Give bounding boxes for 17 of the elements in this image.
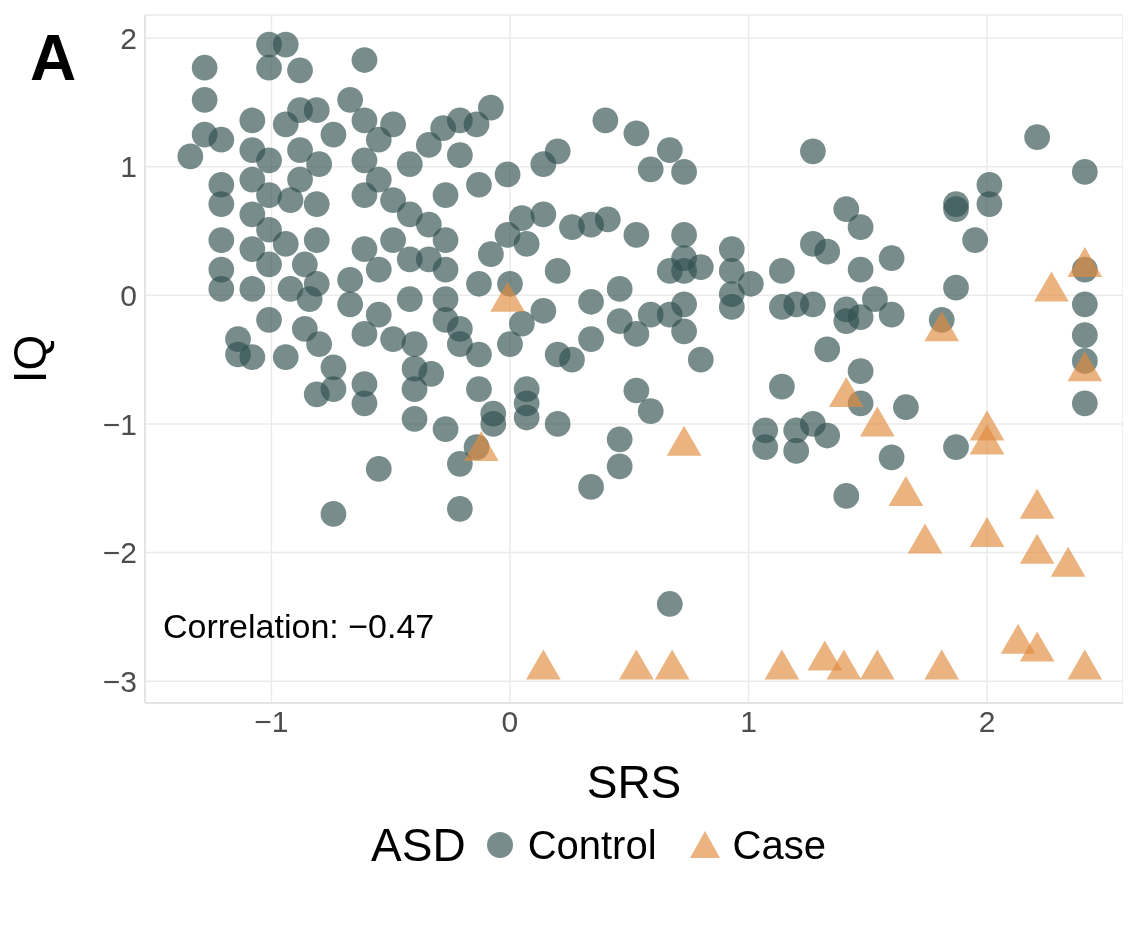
y-tick-label: 2 xyxy=(120,21,137,55)
x-tick-label: 0 xyxy=(501,705,519,739)
legend-title: ASD xyxy=(371,818,466,872)
x-tick-label: −1 xyxy=(254,705,289,739)
chart-title: A xyxy=(30,22,77,94)
legend-label: Case xyxy=(732,822,826,868)
y-tick-label: 0 xyxy=(120,278,137,312)
y-tick-label: −2 xyxy=(102,536,137,570)
legend-label: Control xyxy=(527,822,657,868)
y-axis-title: IQ xyxy=(4,334,57,384)
y-tick-label: −1 xyxy=(102,407,137,441)
x-tick-label: 2 xyxy=(978,705,996,739)
x-axis-title: SRS xyxy=(586,756,682,808)
annotation: Correlation: −0.47 xyxy=(163,606,435,647)
y-tick-label: 1 xyxy=(120,150,137,184)
y-tick-label: −3 xyxy=(102,664,137,698)
x-tick-label: 1 xyxy=(740,705,757,739)
